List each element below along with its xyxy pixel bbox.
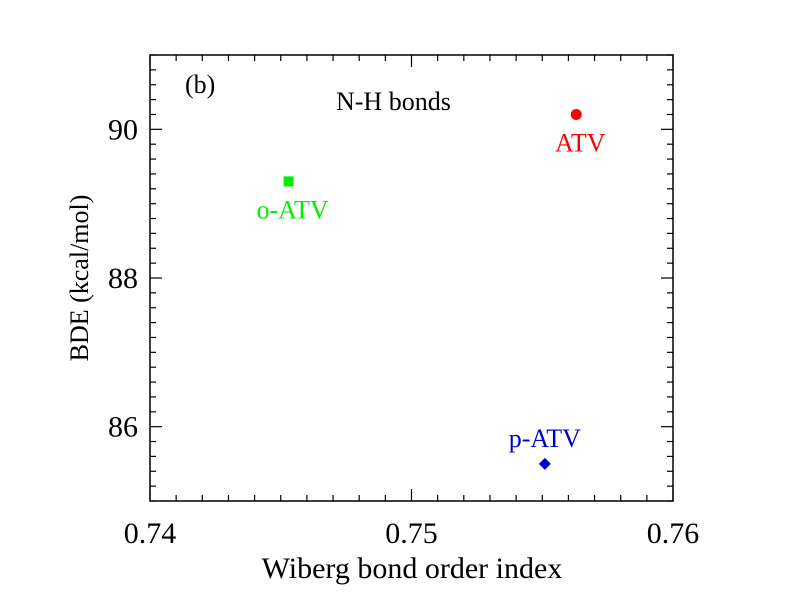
data-point-o-atv [283,176,294,187]
data-point-atv [570,108,582,120]
data-label-p-atv: p-ATV [509,424,581,453]
data-label-o-atv: o-ATV [256,195,328,224]
y-tick-label: 86 [108,411,138,444]
data-label-atv: ATV [555,128,606,157]
x-tick-label: 0.76 [647,517,700,550]
x-axis-title: Wiberg bond order index [262,552,563,585]
x-tick-label: 0.75 [385,517,438,550]
y-tick-label: 90 [108,113,138,146]
y-axis-title: BDE (kcal/mol) [65,195,94,362]
plot-frame [149,54,674,502]
chart-title: N-H bonds [336,87,451,116]
axis-ticks [149,54,674,502]
panel-label: (b) [185,70,215,99]
y-tick-label: 88 [108,262,138,295]
data-point-p-atv [538,457,551,470]
tick-labels: 0.74 0.75 0.76 86 88 90 [108,113,699,550]
data-points: ATV o-ATV p-ATV [256,108,606,470]
x-tick-label: 0.74 [124,517,177,550]
